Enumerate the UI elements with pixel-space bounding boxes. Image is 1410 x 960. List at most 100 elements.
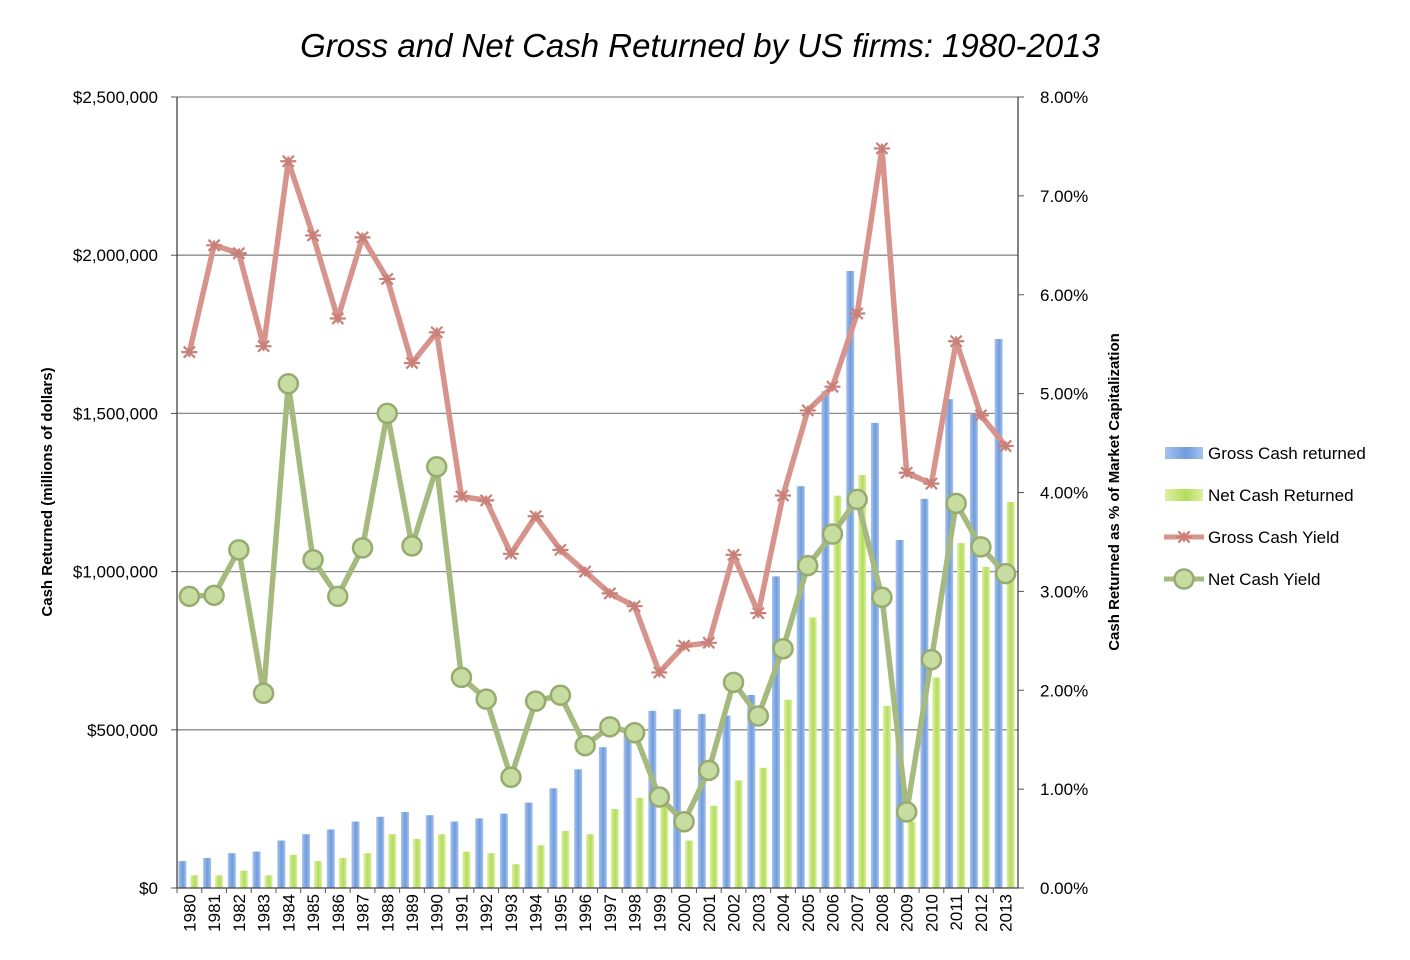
- net-cash-bar-1994: [536, 845, 545, 888]
- gross-cash-bar-1980: [178, 861, 187, 888]
- gross-cash-yield-point-1996: [577, 565, 594, 578]
- gross-cash-yield-point-2001: [700, 636, 717, 650]
- x-tick-label: 1985: [304, 894, 323, 932]
- net-cash-yield-point-2012: [970, 536, 992, 558]
- gross-cash-yield-point-1988: [379, 272, 396, 286]
- net-cash-yield-point-1984: [277, 372, 300, 395]
- net-cash-bar-2001: [709, 805, 718, 888]
- gross-cash-bar-2013: [994, 339, 1003, 888]
- gross-cash-bar-1981: [203, 857, 212, 888]
- y2-tick-label: 7.00%: [1040, 187, 1088, 206]
- net-cash-yield-point-2003: [747, 705, 770, 727]
- net-cash-bar-1993: [511, 864, 520, 888]
- net-cash-yield-point-1993: [500, 766, 522, 789]
- x-tick-label: 1992: [477, 894, 496, 932]
- y2-tick-label: 6.00%: [1040, 286, 1088, 305]
- net-cash-yield-point-1991: [450, 666, 473, 689]
- net-cash-bar-1985: [314, 861, 323, 888]
- gross-cash-bar-2008: [870, 422, 879, 888]
- y2-tick-label: 1.00%: [1040, 780, 1088, 799]
- net-cash-bar-2002: [734, 780, 743, 888]
- net-cash-yield-point-2005: [797, 554, 819, 577]
- net-cash-bar-1987: [363, 853, 372, 888]
- net-cash-bar-2013: [1006, 501, 1015, 888]
- x-tick-label: 1986: [329, 894, 348, 932]
- gross-cash-bar-2011: [945, 399, 954, 888]
- net-cash-bar-1981: [215, 875, 224, 888]
- y2-tick-label: 5.00%: [1040, 385, 1088, 404]
- net-cash-yield-point-1987: [351, 537, 374, 559]
- net-cash-yield-point-2009: [895, 801, 918, 823]
- gross-cash-bar-2005: [796, 486, 805, 888]
- x-tick-label: 2008: [873, 894, 892, 932]
- net-cash-yield-point-2013: [994, 562, 1017, 585]
- x-tick-label: 1993: [502, 894, 521, 932]
- net-cash-bar-1992: [487, 853, 496, 888]
- x-tick-label: 2002: [725, 894, 744, 932]
- y2-tick-label: 2.00%: [1040, 681, 1088, 700]
- x-tick-label: 2012: [972, 894, 991, 932]
- gross-cash-yield-point-1984: [280, 154, 297, 168]
- gross-cash-yield-point-2004: [775, 489, 792, 502]
- gross-cash-bar-2004: [772, 576, 781, 888]
- net-cash-bar-1999: [660, 805, 669, 888]
- gross-cash-yield-point-2005: [799, 404, 816, 417]
- x-tick-label: 2010: [922, 894, 941, 932]
- gross-cash-yield-point-1982: [230, 246, 247, 260]
- x-tick-label: 1995: [551, 894, 570, 932]
- gross-cash-bar-1993: [499, 813, 508, 888]
- gross-cash-yield-point-2010: [923, 477, 940, 490]
- legend-item-gross-cash-yield: Gross Cash Yield: [1164, 528, 1339, 547]
- gross-cash-bar-1984: [277, 840, 286, 888]
- gross-cash-yield-point-1995: [552, 543, 569, 557]
- x-tick-label: 2004: [774, 894, 793, 932]
- x-tick-label: 2013: [997, 894, 1016, 932]
- net-cash-yield-point-1996: [574, 734, 596, 757]
- x-tick-label: 2009: [898, 894, 917, 932]
- gross-cash-bar-2002: [722, 715, 731, 888]
- gross-cash-yield-point-1999: [651, 666, 668, 679]
- net-cash-yield-point-1981: [203, 584, 225, 607]
- net-cash-yield-point-2001: [698, 759, 720, 782]
- x-tick-label: 1981: [205, 894, 224, 932]
- net-cash-yield-point-1999: [648, 786, 671, 808]
- gross-cash-yield-point-2008: [873, 142, 890, 155]
- x-tick-label: 1990: [428, 894, 447, 932]
- net-cash-yield-point-1994: [524, 690, 547, 712]
- net-cash-bar-1986: [338, 857, 347, 888]
- net-cash-bar-1983: [264, 875, 273, 888]
- gross-cash-yield-point-2006: [824, 380, 841, 394]
- x-tick-label: 1980: [180, 894, 199, 932]
- net-cash-bar-1990: [437, 834, 446, 888]
- x-tick-label: 1996: [576, 894, 595, 932]
- gross-cash-bar-1988: [376, 816, 385, 888]
- net-cash-yield-point-2006: [821, 523, 844, 545]
- legend-label: Net Cash Returned: [1208, 486, 1354, 505]
- gross-cash-yield-point-1992: [478, 494, 495, 507]
- net-cash-yield-point-2011: [945, 492, 967, 515]
- gross-cash-bar-1998: [623, 732, 632, 888]
- net-cash-bar-1982: [239, 870, 248, 888]
- gross-cash-yield-point-1986: [329, 312, 346, 325]
- net-cash-bar-1998: [635, 797, 644, 888]
- gross-cash-yield-point-2000: [676, 639, 693, 653]
- gross-cash-yield-point-2011: [948, 334, 965, 348]
- gross-cash-bar-2007: [846, 271, 855, 888]
- net-cash-yield-line: [189, 380, 1008, 825]
- x-tick-label: 1989: [403, 894, 422, 932]
- net-cash-yield-point-1995: [549, 684, 572, 706]
- net-cash-yield-point-2002: [722, 671, 745, 694]
- gross-cash-bar-2001: [697, 713, 706, 888]
- net-cash-bar-2010: [932, 677, 941, 888]
- gross-cash-yield-point-2007: [849, 307, 866, 320]
- bar-series: [178, 271, 1015, 888]
- net-cash-bar-2012: [981, 566, 990, 888]
- net-cash-bar-2008: [882, 706, 891, 888]
- x-tick-label: 1988: [378, 894, 397, 932]
- x-tick-label: 2000: [675, 894, 694, 932]
- x-tick-label: 1999: [650, 894, 669, 932]
- legend-marker: [1176, 530, 1192, 544]
- gross-cash-bar-1995: [549, 788, 558, 888]
- gross-cash-yield-point-2009: [898, 466, 915, 480]
